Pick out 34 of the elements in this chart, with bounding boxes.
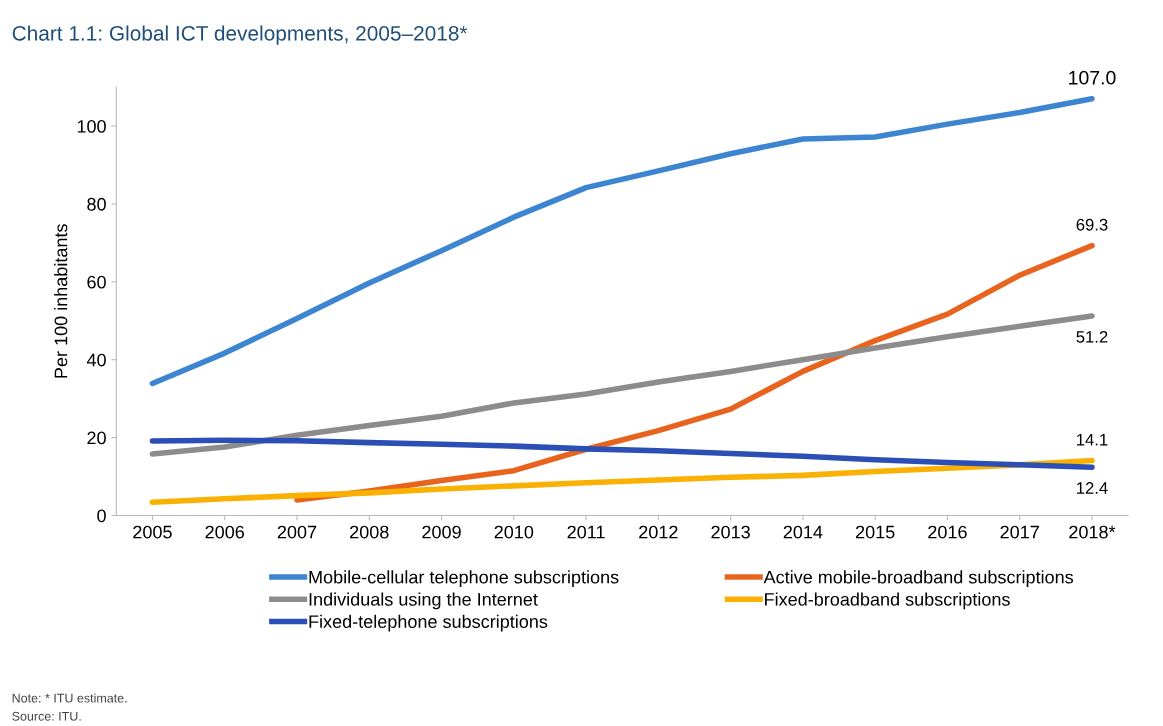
legend-label: Active mobile-broadband subscriptions xyxy=(763,570,1074,588)
y-tick-label: 0 xyxy=(97,509,106,523)
legend-label: Fixed-broadband subscriptions xyxy=(765,592,1010,610)
annotation: 12.4 xyxy=(1077,482,1108,494)
x-tick-label: 2006 xyxy=(205,525,244,539)
annotation: 107.0 xyxy=(1069,70,1116,85)
x-tick-label: 2008 xyxy=(350,525,389,539)
y-tick-label: 60 xyxy=(87,275,106,289)
legend-label: Fixed-telephone subscriptions xyxy=(309,614,548,632)
x-tick-label: 2017 xyxy=(1000,525,1039,539)
x-tick-label: 2013 xyxy=(711,525,750,539)
x-tick-label: 2015 xyxy=(855,525,895,539)
x-tick-label: 2018* xyxy=(1069,525,1116,539)
x-tick-label: 2012 xyxy=(639,525,678,539)
source-note: Source: ITU. xyxy=(12,711,81,721)
x-tick-label: 2009 xyxy=(422,525,461,539)
y-tick-label: 80 xyxy=(87,197,106,211)
y-tick-label: 100 xyxy=(77,119,106,133)
x-tick-label: 2014 xyxy=(783,525,823,539)
legend-label: Individuals using the Internet xyxy=(309,592,538,610)
x-tick-label: 2011 xyxy=(567,525,605,539)
legend-label: Mobile-cellular telephone subscriptions xyxy=(309,570,619,588)
x-tick-label: 2010 xyxy=(494,525,534,539)
y-tick-label: 20 xyxy=(87,431,106,445)
x-tick-label: 2016 xyxy=(928,525,967,539)
annotation: 51.2 xyxy=(1076,330,1108,343)
annotation: 14.1 xyxy=(1077,433,1108,446)
y-axis-title: Per 100 inhabitants xyxy=(54,224,68,378)
text: Note: * ITU estimate. xyxy=(12,693,127,703)
chart-title: Chart 1.1: Global ICT developments, 2005–2018* xyxy=(12,25,468,45)
y-tick-label: 40 xyxy=(86,353,106,367)
annotation: 69.3 xyxy=(1076,218,1108,231)
x-tick-label: 2007 xyxy=(277,525,317,539)
x-tick-label: 2005 xyxy=(133,525,172,539)
